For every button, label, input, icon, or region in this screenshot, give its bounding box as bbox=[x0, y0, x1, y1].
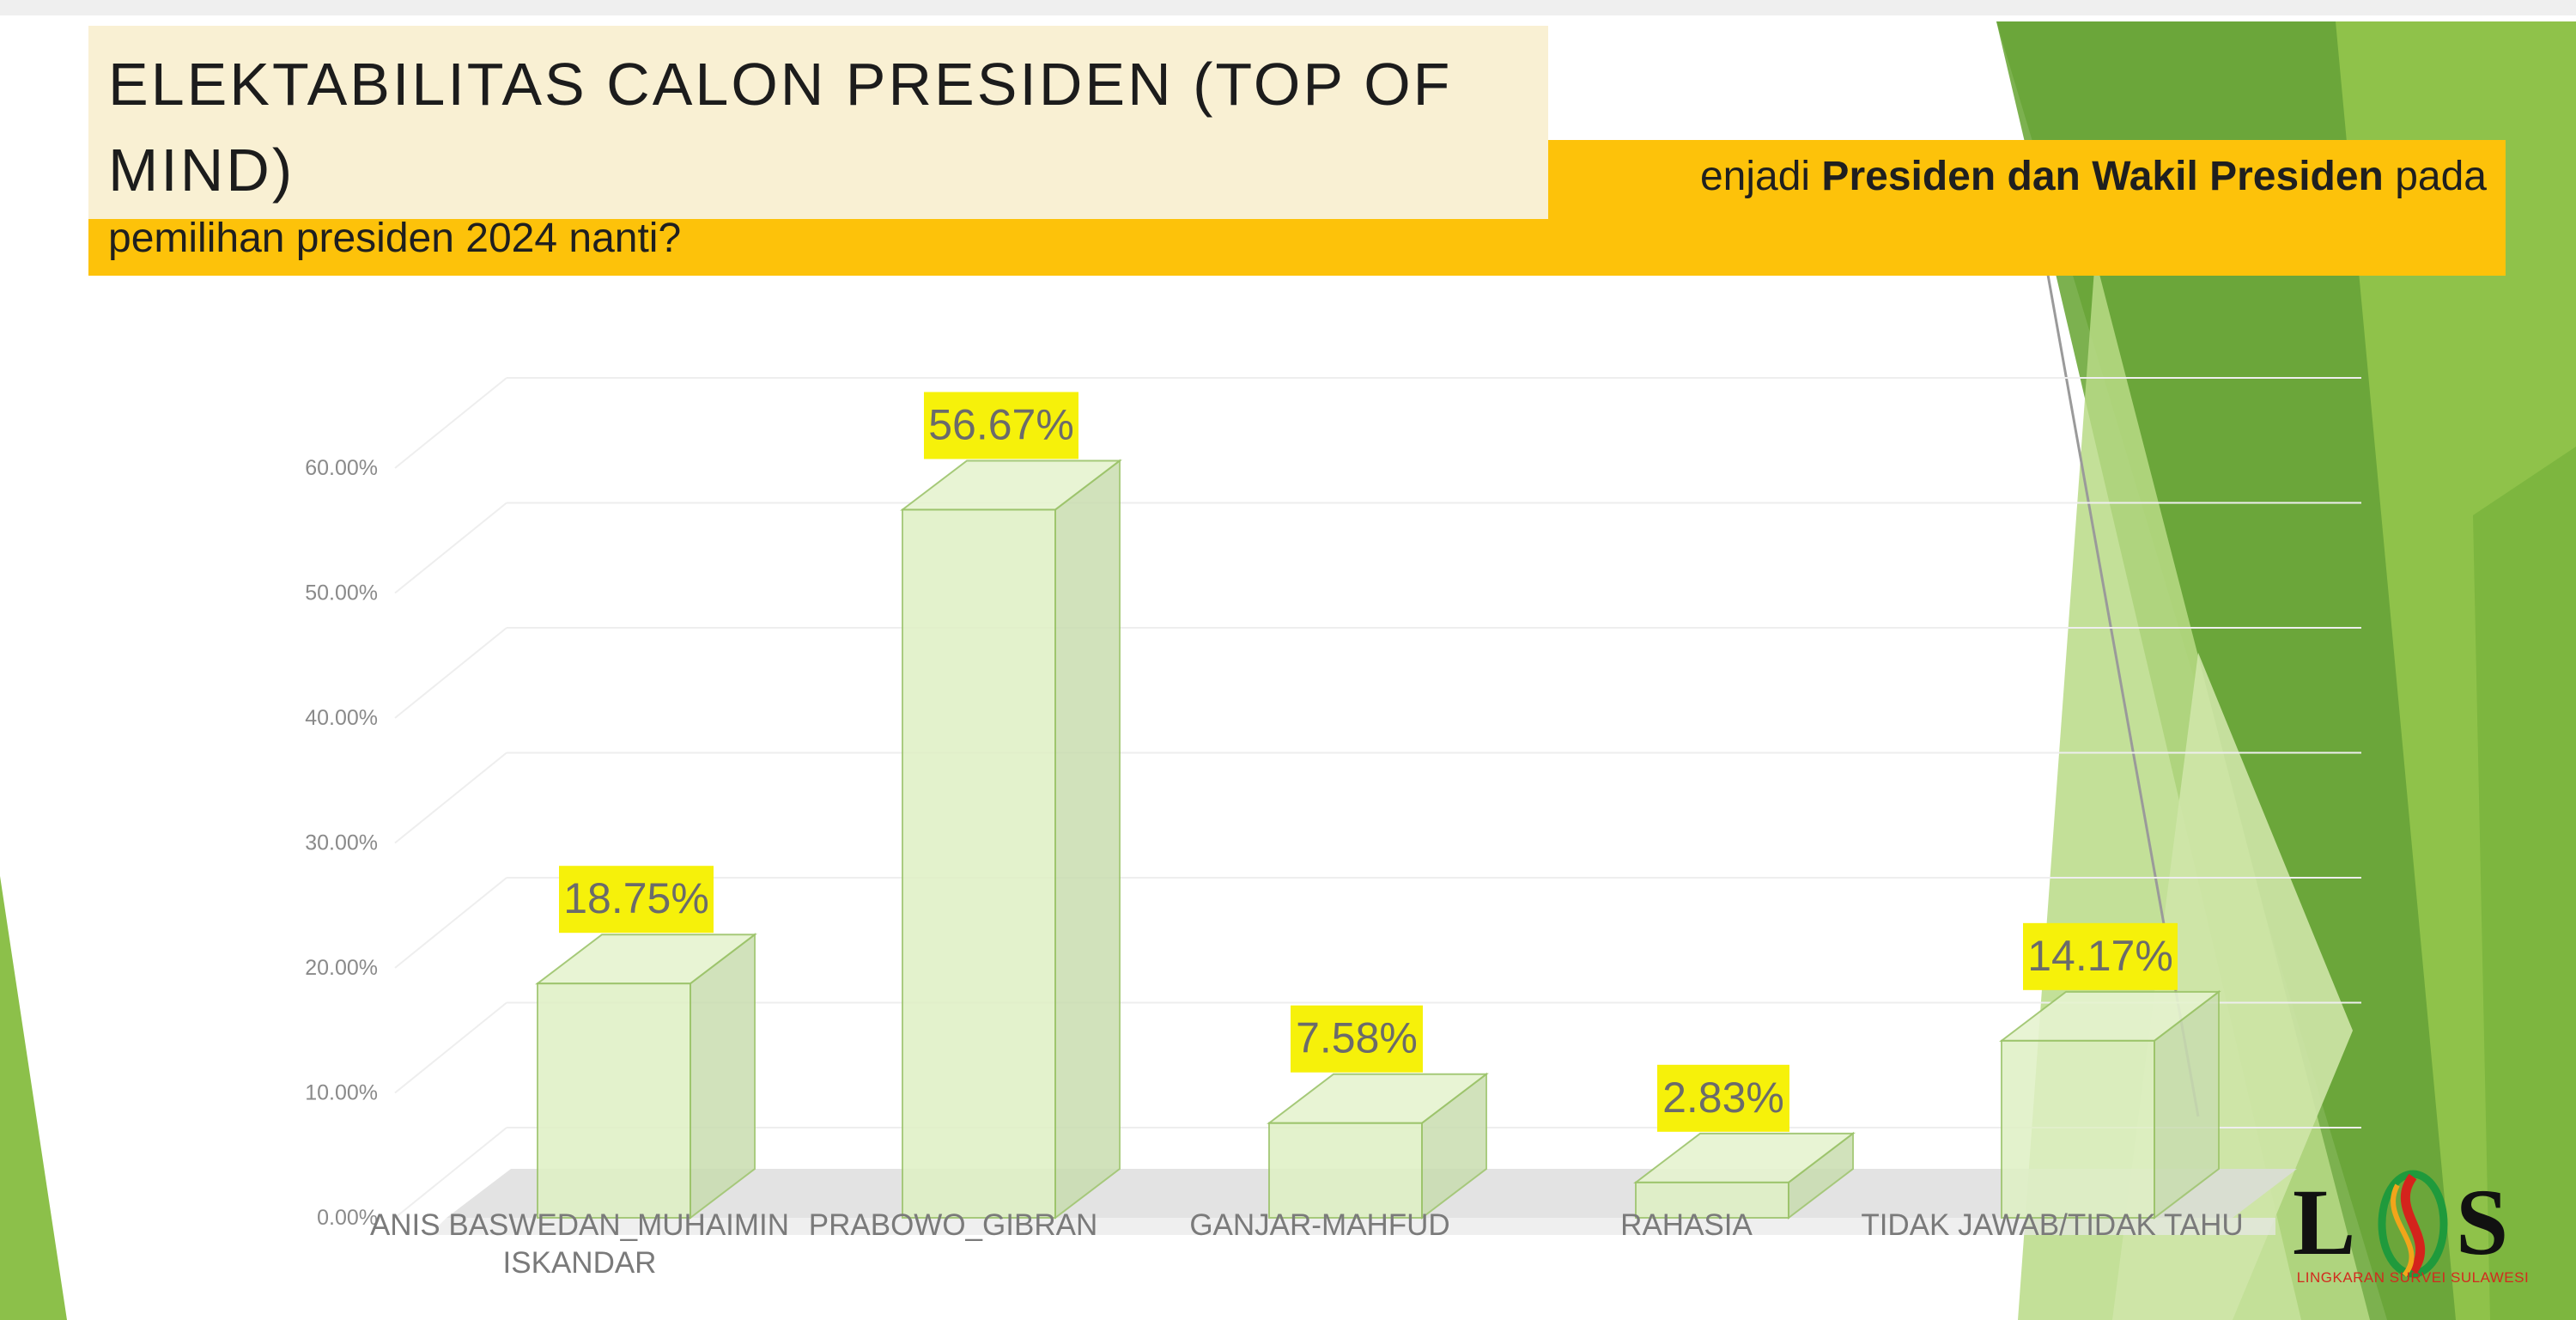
x-tick-label: TIDAK JAWAB/TIDAK TAHU bbox=[1861, 1208, 2243, 1242]
green-shape-right bbox=[2473, 447, 2576, 1320]
x-tick-label: ANIS BASWEDAN_MUHAIMIN bbox=[370, 1208, 789, 1242]
logo-letter-s: S bbox=[2456, 1170, 2508, 1274]
title-box bbox=[88, 26, 1548, 219]
data-label-bg bbox=[2023, 922, 2178, 990]
bar bbox=[902, 508, 1056, 1219]
question-line2: pemilihan presiden 2024 nanti? bbox=[108, 216, 682, 261]
lss-logo: L S bbox=[2293, 1170, 2508, 1278]
x-tick-label: RAHASIA bbox=[1620, 1208, 1753, 1242]
y-tick-label: 50.00% bbox=[305, 581, 378, 605]
y-tick-label: 20.00% bbox=[305, 956, 378, 980]
data-label-bg bbox=[924, 392, 1078, 459]
gridline-diagonal bbox=[394, 627, 507, 719]
gridline-diagonal bbox=[394, 751, 507, 844]
green-shape-left bbox=[0, 876, 67, 1320]
chart-floor-front bbox=[429, 1218, 2275, 1235]
y-tick-label: 0.00% bbox=[317, 1206, 378, 1230]
bar bbox=[2001, 1039, 2155, 1220]
logo-letter-l: L bbox=[2293, 1170, 2355, 1274]
gridline-diagonal bbox=[394, 1127, 507, 1219]
data-label: 2.83% bbox=[1662, 1074, 1784, 1122]
x-tick-label: PRABOWO_GIBRAN bbox=[809, 1208, 1097, 1242]
logo-caption: LINGKARAN SURVEI SULAWESI bbox=[2296, 1269, 2530, 1286]
gridline-diagonal bbox=[394, 502, 507, 594]
survey-question: enjadi Presiden dan Wakil Presiden pada … bbox=[108, 146, 2487, 270]
x-tick-label: ISKANDAR bbox=[503, 1246, 657, 1280]
data-label: 14.17% bbox=[2027, 932, 2173, 980]
data-label: 7.58% bbox=[1296, 1014, 1418, 1062]
data-label: 18.75% bbox=[563, 874, 709, 922]
bar bbox=[1268, 1122, 1423, 1220]
bar-side bbox=[1054, 459, 1121, 1220]
bar bbox=[1635, 1181, 1789, 1219]
gridline-diagonal bbox=[394, 377, 507, 469]
data-label-bg bbox=[1657, 1064, 1789, 1132]
question-line1-end: pada bbox=[2383, 154, 2487, 199]
y-tick-label: 60.00% bbox=[305, 456, 378, 480]
data-label-bg bbox=[1291, 1005, 1423, 1073]
data-label-bg bbox=[559, 866, 714, 934]
gridline-diagonal bbox=[394, 877, 507, 969]
data-label: 56.67% bbox=[928, 400, 1074, 448]
logo-emblem-icon bbox=[2378, 1170, 2448, 1278]
page-title: ELEKTABILITAS CALON PRESIDEN (TOP OF MIN… bbox=[108, 51, 1453, 204]
y-tick-label: 40.00% bbox=[305, 706, 378, 730]
bar bbox=[537, 982, 691, 1219]
gridline-diagonal bbox=[394, 1001, 507, 1094]
x-tick-label: GANJAR-MAHFUD bbox=[1189, 1208, 1449, 1242]
question-line1-start: enjadi bbox=[1699, 154, 1822, 199]
y-tick-label: 30.00% bbox=[305, 831, 378, 855]
top-strip bbox=[0, 0, 2576, 15]
question-line1-bold: Presiden dan Wakil Presiden bbox=[1821, 154, 2384, 199]
y-tick-label: 10.00% bbox=[305, 1081, 378, 1105]
